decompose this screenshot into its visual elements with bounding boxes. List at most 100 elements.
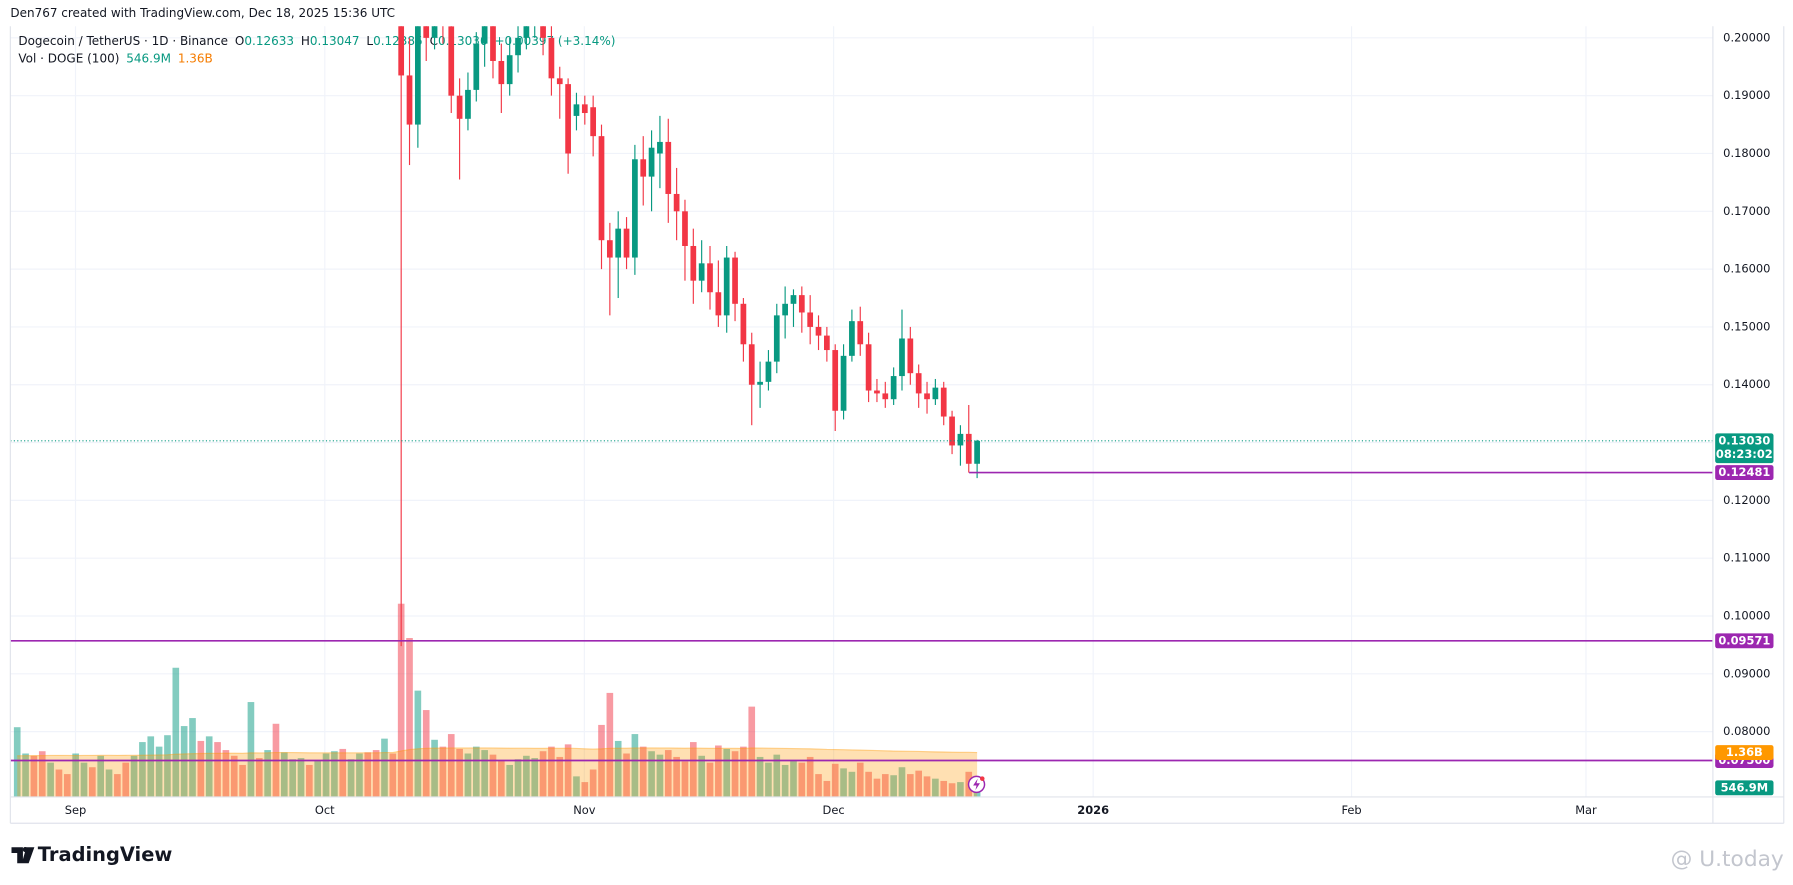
volume-bar [214,742,221,797]
volume-bar [948,783,956,797]
volume-bar [22,753,29,797]
volume-bar [255,758,263,797]
change: +0.00397 (+3.14%) [494,34,615,48]
volume-bar [230,755,238,797]
alert-icon [967,775,986,794]
volume-bar [681,761,689,797]
candle-body [657,141,663,154]
x-tick-label: Dec [823,803,845,817]
candle-body [606,240,613,258]
x-tick-label: Sep [65,803,87,817]
y-tick-label: 0.20000 [1723,30,1770,44]
price-badge-bg [1715,433,1774,464]
volume-bar [297,758,305,797]
volume-bar [347,759,355,797]
credit: Den767 created with TradingView.com, Dec… [10,6,395,20]
volume-bar [331,751,338,797]
volume-bar [573,776,580,797]
volume-bar [456,748,463,797]
volume-bar [239,764,246,797]
volume-bar [606,692,614,797]
volume-bar [940,780,948,797]
candle-body [957,433,964,446]
x-tick-label: Oct [315,803,335,817]
x-tick-label: Nov [573,803,596,817]
candle-body [515,37,521,56]
volume-bar [431,739,438,797]
volume-bar [790,760,797,797]
candle-body [473,43,480,90]
low-value: 0.12385 [373,34,423,48]
volume-bar [389,753,397,797]
candle-body [949,416,955,446]
volume-bar [673,756,680,797]
volume-bar [364,752,372,797]
candle-body [915,373,922,394]
volume-bar [314,760,322,797]
candle-body [748,344,755,385]
volume-bar [289,759,296,797]
volume-bar [464,753,472,797]
close-value: 0.13030 [438,34,488,48]
volume-label: 546.9M [1721,780,1769,794]
candle-body [682,211,688,246]
volume-bar [281,752,288,797]
x-tick-label: Feb [1341,803,1361,817]
candle-body [882,393,889,400]
candle-body [565,84,571,154]
volume-bar [13,727,21,797]
candle-body [890,376,897,400]
volume-bar [414,690,422,797]
candle-body [874,390,880,394]
volume-bar [690,742,697,797]
volume-bar [97,755,105,797]
volume-bar [932,778,939,797]
volume-bar [773,754,781,797]
candle-body [849,321,855,356]
overlay: 0.08000 0.09000 0.10000 0.11000 0.12000 0.130… [10,30,1774,817]
volume-bar [472,746,480,797]
candle-body [965,433,972,464]
candle-body [707,263,713,293]
candle-body [765,361,772,382]
candle-body [498,60,505,85]
candle-body [790,295,797,304]
candle-body [832,350,839,411]
candle-body [590,107,597,137]
key: O [235,34,244,48]
volume-ma-label-bg [1715,745,1774,760]
volume-ma-value: 1.36B [178,51,213,65]
volume-bar [890,775,897,797]
volume-bar [881,774,889,797]
high-value: 0.13047 [310,34,360,48]
volume-bar [548,746,555,797]
volume-bar [147,736,155,797]
volume-bar [639,746,647,797]
volume-bar [623,753,630,797]
x-tick-label: Mar [1575,803,1597,817]
volume-bar [189,718,196,797]
candle-body [540,26,546,38]
watermark: @ U.today [1671,847,1784,872]
grid [10,26,1713,797]
candle-body [581,104,588,114]
symbol: Dogecoin / TetherUS · 1D · Binance [18,34,228,48]
level-label: 0.09571 [1718,633,1770,647]
volume-ma-label: 1.36B [1726,745,1763,759]
volume-bar [873,778,881,797]
volume-bar [439,746,447,797]
volume-bar [381,738,388,797]
candle-body [398,26,405,76]
candle-body [406,75,413,125]
y-tick-label: 0.16000 [1723,262,1770,276]
legend-volume: Vol · DOGE (100) 546.9M 1.36B [18,51,212,65]
volume-bar [781,764,789,797]
volume-bar [715,745,722,797]
volume-bar [698,755,705,797]
candle-body [807,312,814,327]
candle-body [523,26,530,38]
volume-bar [664,750,672,797]
volume-bar [406,638,413,797]
volume-bar [706,762,714,797]
candle-body [573,104,580,116]
